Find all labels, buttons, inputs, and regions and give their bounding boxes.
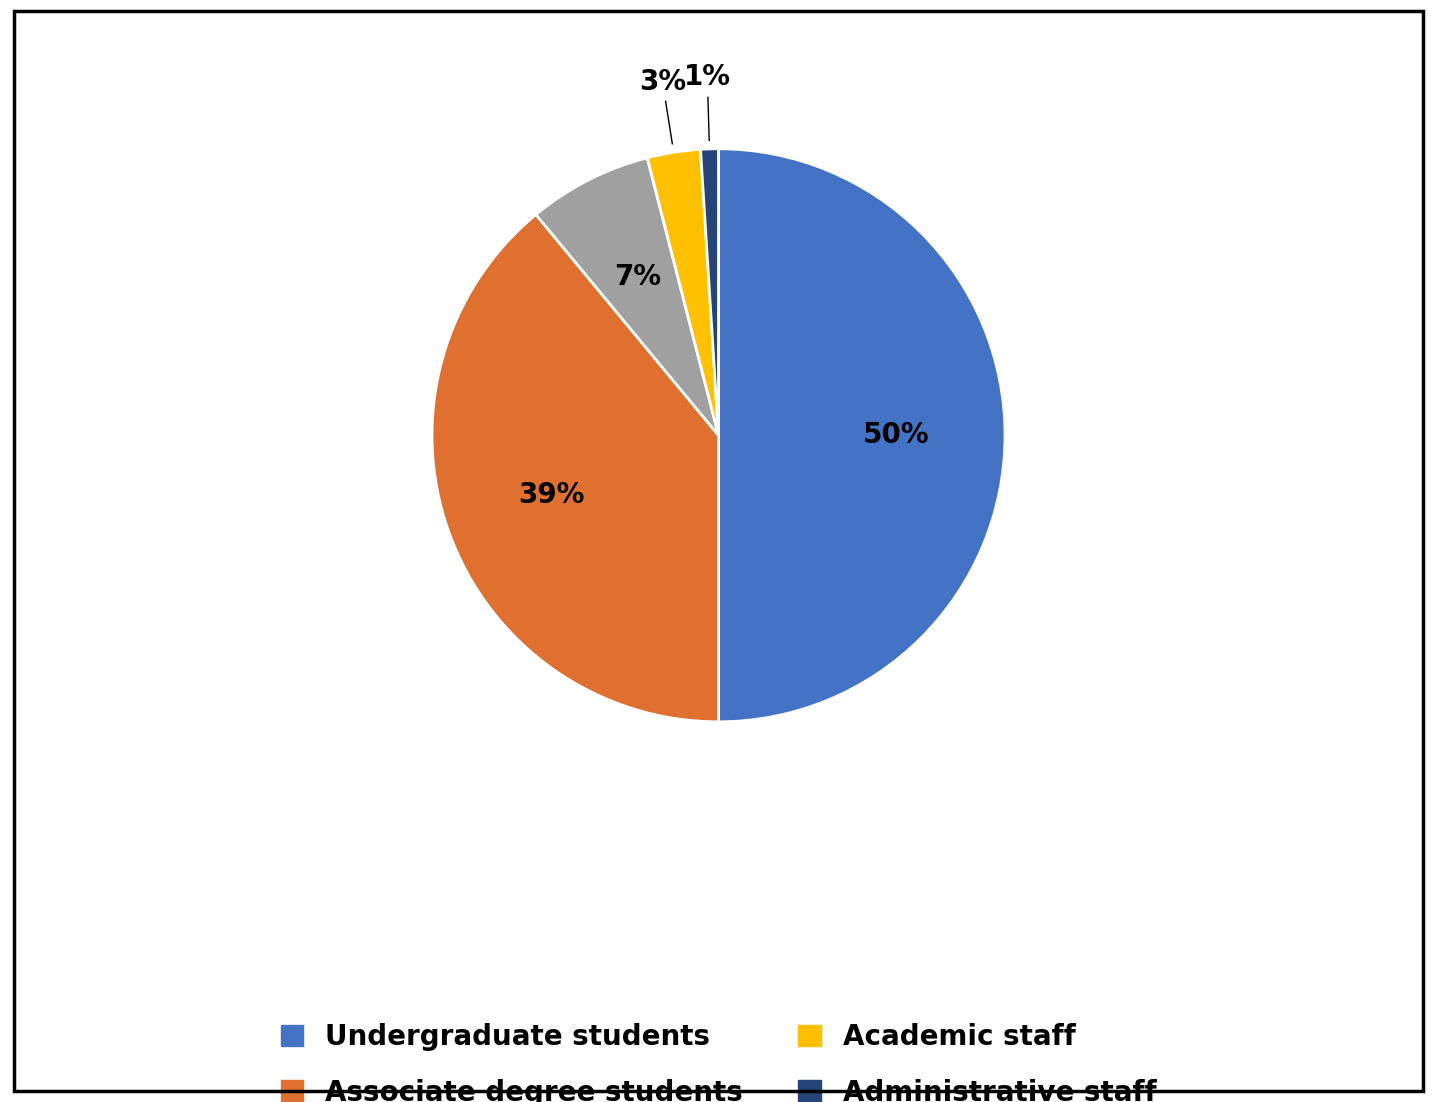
Legend: Undergraduate students, Associate degree students, Postgraduate students, Academ: Undergraduate students, Associate degree… [269, 1012, 1168, 1102]
Wedge shape [536, 158, 718, 435]
Text: 1%: 1% [684, 63, 731, 91]
Text: 39%: 39% [519, 482, 585, 509]
Wedge shape [700, 149, 718, 435]
Wedge shape [433, 215, 718, 722]
Text: 7%: 7% [614, 263, 661, 291]
Text: 50%: 50% [862, 421, 930, 450]
Wedge shape [647, 150, 718, 435]
Wedge shape [718, 149, 1004, 722]
Text: 3%: 3% [639, 67, 685, 96]
